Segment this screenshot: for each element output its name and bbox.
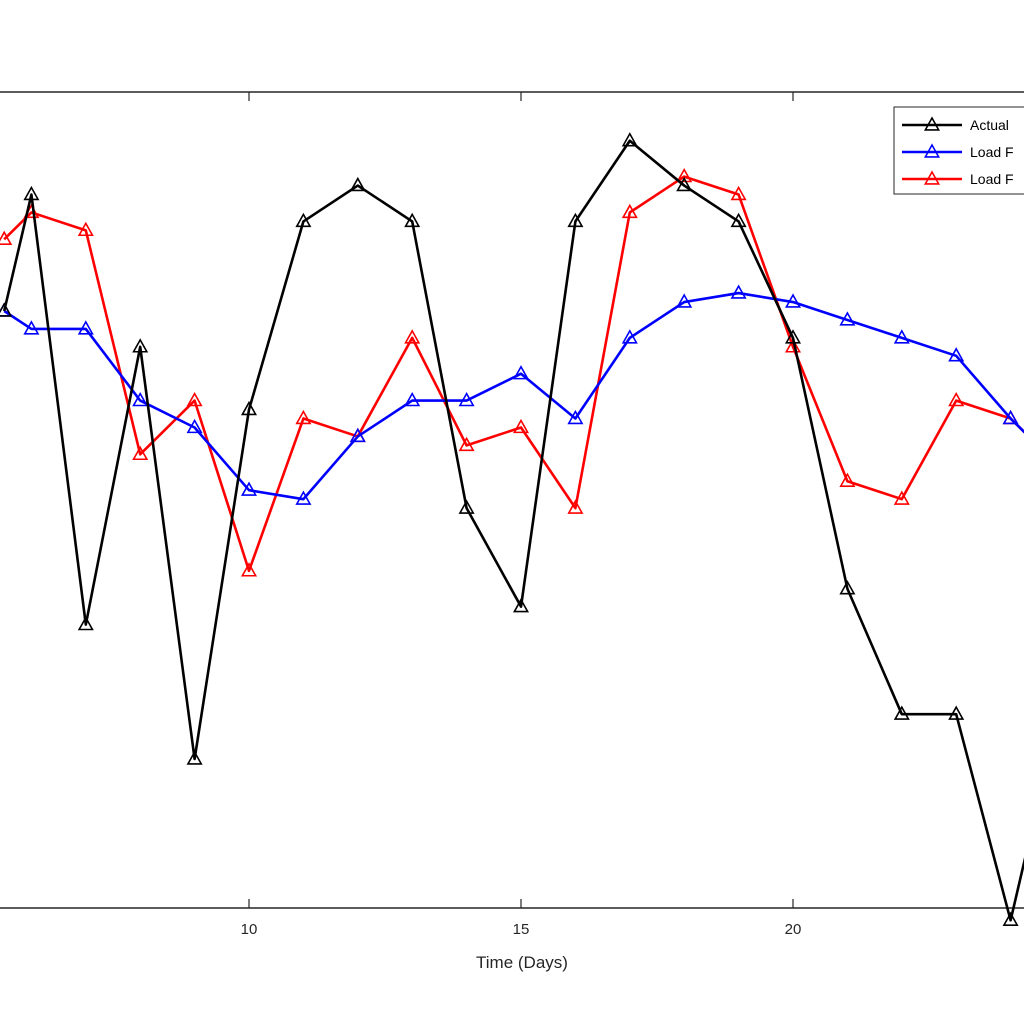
- series-point: [132, 391, 149, 407]
- series-point: [948, 391, 965, 407]
- series-point: [458, 499, 475, 514]
- series-point: [512, 365, 530, 380]
- series-point: [784, 293, 802, 308]
- series-point: [295, 212, 312, 228]
- series-point: [1002, 409, 1019, 425]
- x-axis-label: Time (Days): [476, 953, 568, 972]
- series-line: [3, 291, 1024, 501]
- x-tick-label: 20: [785, 921, 802, 938]
- series-point: [404, 391, 421, 407]
- series-point: [567, 499, 584, 514]
- series-point: [458, 436, 475, 452]
- series-point: [349, 427, 366, 443]
- series-point: [0, 230, 13, 246]
- series-point: [730, 185, 747, 201]
- series-point: [0, 302, 13, 317]
- series-point: [458, 391, 475, 407]
- series-point: [839, 580, 856, 595]
- series-point: [948, 347, 965, 362]
- series-point: [349, 176, 366, 192]
- series-point: [839, 472, 856, 487]
- series-actual: [0, 132, 1024, 926]
- legend-label: Load F: [970, 171, 1014, 187]
- series-point: [784, 329, 802, 344]
- series-point: [77, 320, 94, 335]
- series-point: [23, 320, 40, 335]
- series-point: [1002, 911, 1019, 926]
- series-point: [512, 418, 530, 434]
- series-point: [730, 212, 747, 228]
- series-point: [948, 705, 965, 720]
- legend: Actual Load F Load F: [893, 106, 1024, 195]
- series-point: [132, 445, 149, 461]
- plot-area: [0, 91, 1024, 909]
- legend-swatch-marker: [923, 116, 941, 131]
- series-point: [676, 293, 693, 308]
- series-point: [621, 132, 638, 147]
- series-point: [132, 338, 149, 353]
- x-tick-label: 10: [241, 921, 258, 938]
- series-point: [621, 329, 638, 344]
- legend-label: Actual: [970, 117, 1009, 133]
- series-point: [295, 409, 312, 425]
- series-point: [676, 176, 693, 192]
- legend-label: Load F: [970, 144, 1014, 160]
- legend-swatch-marker: [923, 143, 941, 158]
- series-point: [893, 490, 910, 505]
- x-axis-ticks: 10 15 20: [241, 92, 802, 938]
- series-point: [567, 212, 584, 228]
- series-point: [186, 391, 203, 407]
- series-point: [567, 409, 584, 425]
- series-point: [730, 284, 747, 299]
- series-point: [784, 338, 802, 353]
- series-point: [404, 329, 421, 344]
- series-point: [893, 705, 910, 720]
- series-line: [3, 175, 1024, 573]
- series-point: [839, 311, 856, 326]
- series-point: [240, 400, 258, 416]
- series-point: [186, 750, 203, 765]
- series-layer: [0, 132, 1024, 926]
- series-line: [2, 139, 1024, 922]
- series-point: [621, 203, 638, 219]
- series-point: [404, 212, 421, 228]
- legend-swatch-marker: [923, 170, 941, 185]
- series-point: [240, 481, 258, 496]
- series-point: [77, 615, 94, 631]
- series-point: [893, 329, 910, 344]
- series-point: [295, 490, 312, 505]
- series-load-f-1: [0, 284, 1024, 505]
- series-point: [676, 167, 693, 183]
- series-point: [23, 185, 40, 201]
- series-point: [240, 562, 258, 577]
- series-point: [186, 418, 203, 434]
- series-point: [512, 598, 530, 613]
- x-tick-label: 15: [513, 921, 530, 938]
- series-point: [77, 221, 94, 237]
